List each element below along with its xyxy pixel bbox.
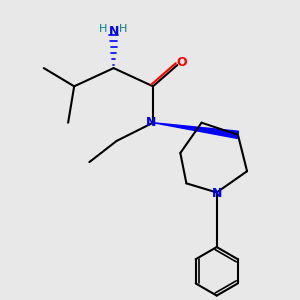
Text: H: H [119,24,128,34]
Text: N: N [212,188,222,200]
Polygon shape [153,123,238,138]
Text: N: N [146,116,157,129]
Text: N: N [108,25,119,38]
Text: H: H [99,24,107,34]
Text: O: O [176,56,187,68]
